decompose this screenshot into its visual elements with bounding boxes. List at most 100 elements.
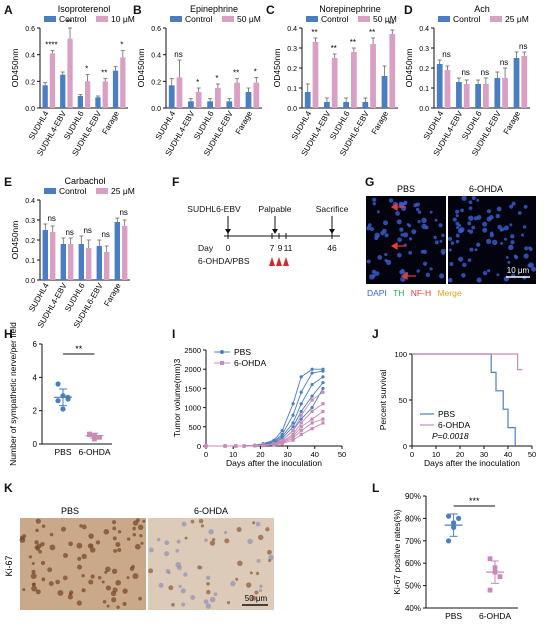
- stained-nucleus: [206, 589, 211, 595]
- stained-nucleus: [112, 536, 117, 541]
- nucleus-dot: [471, 195, 476, 201]
- nucleus-dot: [524, 246, 529, 251]
- bar-control: [60, 244, 66, 280]
- if-arrowhead-2: [390, 241, 398, 251]
- if-arrowhead-1: [390, 202, 398, 212]
- data-point-pbs: [280, 429, 284, 433]
- bar-treatment: [351, 52, 357, 108]
- nucleus-dot: [473, 216, 479, 221]
- nucleus-dot: [458, 256, 464, 262]
- data-point-6ohda: [261, 444, 265, 448]
- significance-label: ns: [101, 230, 109, 239]
- stained-nucleus: [69, 590, 74, 595]
- stained-nucleus: [126, 537, 131, 541]
- significance-label: **: [388, 20, 394, 29]
- nucleus-dot: [388, 198, 394, 203]
- significance-label: ****: [45, 41, 57, 50]
- nucleus-dot: [397, 252, 402, 258]
- nucleus-dot: [528, 262, 534, 268]
- data-point-pbs: [291, 425, 295, 429]
- stained-nucleus: [138, 596, 142, 601]
- y-tick-label: 60%: [405, 559, 421, 568]
- y-tick-label: 0.2: [25, 238, 35, 245]
- stained-nucleus: [30, 573, 37, 580]
- stained-nucleus: [132, 573, 139, 580]
- y-tick-label: 0.4: [287, 26, 297, 33]
- stained-nucleus: [205, 603, 211, 609]
- significance-label: ns: [519, 42, 527, 51]
- data-point-pbs: [310, 371, 314, 375]
- stained-nucleus: [254, 590, 259, 595]
- nucleus-dot: [381, 228, 387, 234]
- legend-label-control: Control: [59, 14, 87, 24]
- y-axis-label: Tumor volume(mm)3: [172, 358, 182, 437]
- nucleus-dot: [382, 220, 389, 226]
- stained-nucleus: [200, 524, 205, 528]
- nucleus-dot: [503, 237, 508, 241]
- stained-nucleus: [206, 581, 210, 586]
- x-tick-label: 0: [410, 450, 414, 459]
- stained-nucleus: [211, 538, 216, 542]
- nucleus-dot: [468, 200, 473, 205]
- nucleus-dot: [438, 273, 445, 279]
- nucleus-dot: [531, 266, 537, 272]
- legend-marker: [220, 361, 224, 365]
- stained-nucleus: [41, 524, 46, 528]
- bar-treatment: [85, 81, 91, 108]
- nucleus-dot: [416, 269, 420, 273]
- data-point-pbs: [291, 413, 295, 417]
- nucleus-dot: [460, 208, 464, 213]
- x-tick-label: 0: [204, 450, 208, 459]
- stained-nucleus: [255, 571, 260, 576]
- significance-label: *: [85, 65, 88, 74]
- nucleus-dot: [398, 201, 405, 208]
- data-point-pbs: [55, 381, 61, 387]
- nucleus-dot: [408, 237, 413, 241]
- stain-merge: Merge: [437, 288, 461, 298]
- data-point-6ohda: [321, 402, 325, 406]
- data-point-pbs: [321, 369, 325, 373]
- nucleus-dot: [496, 206, 502, 212]
- chart-title: Carbachol: [64, 176, 105, 186]
- y-tick-label: 0.0: [151, 106, 161, 113]
- stained-nucleus: [81, 573, 85, 578]
- stained-nucleus: [104, 570, 108, 574]
- stained-nucleus: [175, 562, 181, 568]
- significance-label: ns: [119, 208, 127, 217]
- nucleus-dot: [517, 211, 522, 215]
- stained-nucleus: [81, 553, 87, 560]
- stained-nucleus: [55, 579, 60, 585]
- stained-nucleus: [198, 518, 204, 524]
- y-tick-label: 0.3: [287, 46, 297, 53]
- stain-dapi: DAPI: [367, 288, 387, 298]
- category-label: Farage: [370, 109, 391, 136]
- timeline-treatment: 6-OHDA/PBS: [198, 256, 250, 266]
- data-point-6ohda: [299, 425, 303, 429]
- y-axis-label: Number of sympathetic nerve/per field: [8, 322, 18, 466]
- stained-nucleus: [117, 530, 122, 534]
- data-point-6ohda: [291, 432, 295, 437]
- stained-nucleus: [112, 526, 117, 531]
- significance-label: *: [196, 78, 199, 87]
- bar-treatment: [195, 92, 202, 108]
- nucleus-dot: [449, 262, 454, 267]
- timeline-day-0: 0: [226, 243, 231, 253]
- nucleus-dot: [489, 233, 494, 238]
- nucleus-dot: [399, 269, 405, 275]
- x-tick-label: 50: [528, 450, 536, 459]
- stained-nucleus: [38, 549, 43, 554]
- nucleus-dot: [501, 227, 505, 231]
- nucleus-dot: [486, 216, 492, 222]
- nucleus-dot: [413, 203, 418, 208]
- data-point-6ohda: [310, 421, 314, 425]
- nucleus-dot: [482, 227, 488, 233]
- stained-nucleus: [81, 588, 86, 593]
- stained-nucleus: [252, 521, 256, 525]
- bar-treatment: [102, 81, 108, 108]
- data-point-6ohda: [291, 434, 295, 438]
- legend-label: 6-OHDA: [438, 420, 470, 430]
- stained-nucleus: [101, 580, 105, 584]
- panel-letter-f: F: [172, 175, 179, 189]
- bar-control: [304, 92, 311, 108]
- panel-letter-e: E: [4, 175, 12, 189]
